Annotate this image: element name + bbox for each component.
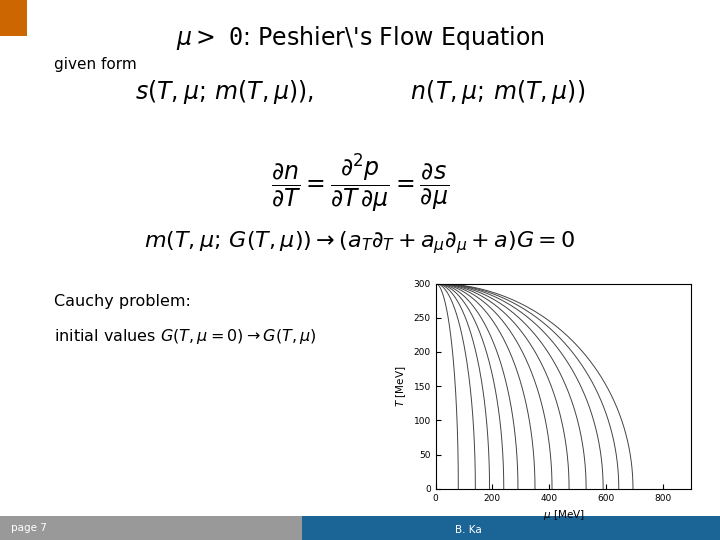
Text: initial values $G(T,\mu = 0) \rightarrow G(T,\mu)$: initial values $G(T,\mu = 0) \rightarrow… <box>54 327 316 346</box>
Bar <box>302 516 720 540</box>
Text: $\dfrac{\partial n}{\partial T} = \dfrac{\partial^2 p}{\partial T\,\partial \mu}: $\dfrac{\partial n}{\partial T} = \dfrac… <box>271 151 449 214</box>
X-axis label: $\mu$ [MeV]: $\mu$ [MeV] <box>543 508 584 522</box>
Y-axis label: $T$ [MeV]: $T$ [MeV] <box>394 366 408 407</box>
Text: Cauchy problem:: Cauchy problem: <box>54 294 191 309</box>
Text: B. Ka: B. Ka <box>454 525 482 535</box>
Bar <box>0 516 302 540</box>
Bar <box>0 0 27 36</box>
Text: $m(T,\mu;\,G(T,\mu)) \rightarrow (a_T\partial_T + a_\mu\partial_\mu + a)G = 0$: $m(T,\mu;\,G(T,\mu)) \rightarrow (a_T\pa… <box>144 230 576 256</box>
Text: page 7: page 7 <box>11 523 47 533</box>
Text: $\mu >\ $$\mathtt{0}$: Peshier\'s Flow Equation: $\mu >\ $$\mathtt{0}$: Peshier\'s Flow E… <box>176 24 544 52</box>
Text: given form: given form <box>54 57 137 72</box>
Text: $s(T,\mu;\,m(T,\mu)),\qquad\qquad n(T,\mu;\,m(T,\mu))$: $s(T,\mu;\,m(T,\mu)),\qquad\qquad n(T,\m… <box>135 78 585 106</box>
